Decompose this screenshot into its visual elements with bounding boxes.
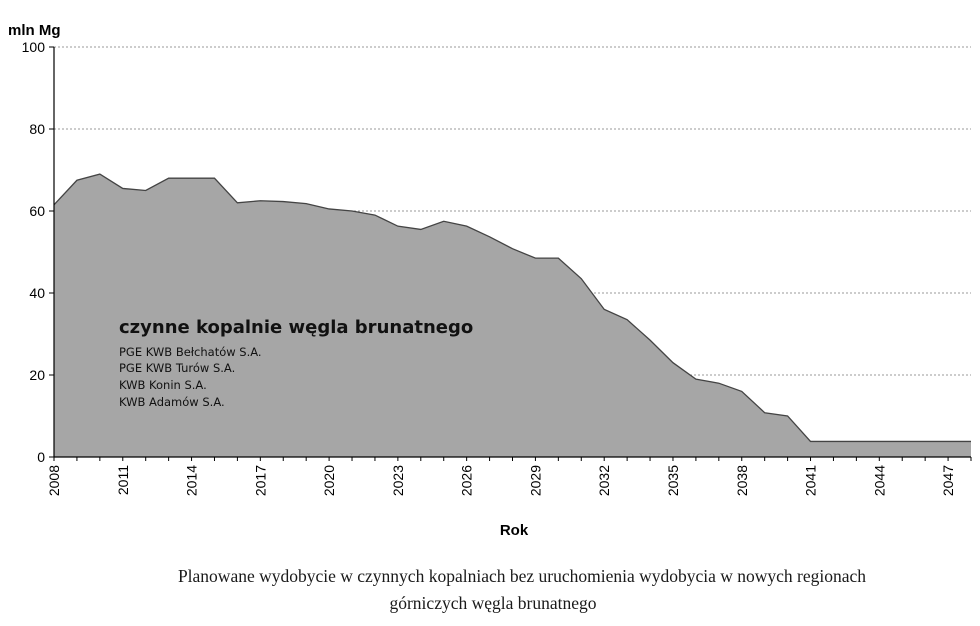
x-tick-label: 2026 <box>459 465 475 496</box>
y-tick-label: 20 <box>29 367 45 383</box>
x-tick-labels: 2008 2011 2014 2017 2020 2023 2026 2029 2032 2035… <box>46 465 956 496</box>
y-axis-label: mln Mg <box>8 22 61 39</box>
caption-line-2: górniczych węgla brunatnego <box>389 593 597 613</box>
annotation-line: PGE KWB Bełchatów S.A. <box>119 345 262 359</box>
y-tick-label: 100 <box>22 39 46 55</box>
annotation-line: PGE KWB Turów S.A. <box>119 361 235 375</box>
area-fill <box>54 174 971 457</box>
annotation-title: czynne kopalnie węgla brunatnego <box>119 317 473 338</box>
x-tick-label: 2014 <box>184 465 200 496</box>
figure-caption: Planowane wydobycie w czynnych kopalniac… <box>0 563 980 617</box>
x-tick-label: 2044 <box>871 465 887 496</box>
y-tick-label: 0 <box>37 449 45 465</box>
x-tick-label: 2035 <box>665 465 681 496</box>
area-outline <box>53 173 971 443</box>
y-tick-label: 80 <box>29 121 45 137</box>
annotation-line: KWB Adamów S.A. <box>119 395 225 409</box>
x-tick-label: 2038 <box>734 465 750 496</box>
axes <box>49 46 972 461</box>
x-tick-label: 2020 <box>321 465 337 496</box>
annotation-line: KWB Konin S.A. <box>119 378 207 392</box>
x-tick-label: 2041 <box>803 465 819 496</box>
area-layer <box>53 173 971 457</box>
area-annotation: czynne kopalnie węgla brunatnego PGE KWB… <box>119 317 473 409</box>
x-axis-label: Rok <box>500 522 529 539</box>
y-tick-labels: 0 20 40 60 80 100 <box>22 39 46 465</box>
chart: 0 20 40 60 80 100 2008 2011 2014 2017 2020 2023 202… <box>8 22 972 539</box>
x-tick-label: 2008 <box>46 465 62 496</box>
x-tick-label: 2023 <box>390 465 406 496</box>
y-tick-label: 60 <box>29 203 45 219</box>
x-tick-label: 2032 <box>596 465 612 496</box>
y-tick-label: 40 <box>29 285 45 301</box>
chart-svg: 0 20 40 60 80 100 2008 2011 2014 2017 2020 2023 202… <box>8 22 972 539</box>
x-tick-label: 2029 <box>527 465 543 496</box>
x-tick-label: 2017 <box>252 465 268 496</box>
caption-line-1: Planowane wydobycie w czynnych kopalniac… <box>177 566 867 586</box>
x-tick-label: 2011 <box>115 465 131 495</box>
x-tick-label: 2047 <box>940 465 956 496</box>
